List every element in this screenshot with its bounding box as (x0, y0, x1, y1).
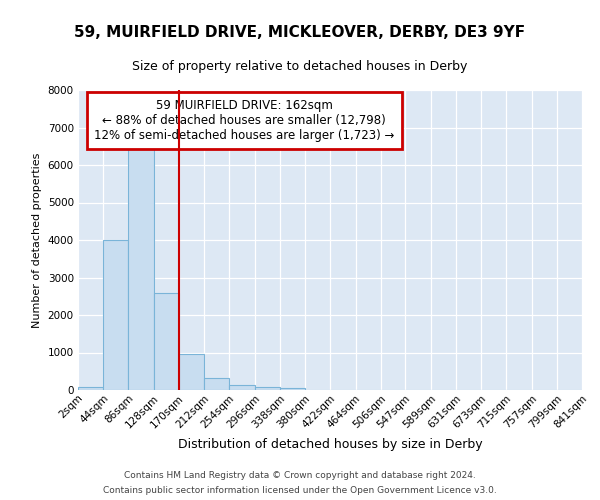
Bar (154, 292, 179, 390)
X-axis label: Distribution of detached houses by size in Derby: Distribution of detached houses by size … (178, 438, 482, 451)
Text: Contains HM Land Registry data © Crown copyright and database right 2024.: Contains HM Land Registry data © Crown c… (124, 471, 476, 480)
Text: Size of property relative to detached houses in Derby: Size of property relative to detached ho… (133, 60, 467, 73)
Bar (78, 387, 103, 390)
Y-axis label: Number of detached properties: Number of detached properties (32, 152, 42, 328)
Bar (103, 240, 128, 390)
Bar (179, 354, 204, 390)
Bar (128, 142, 154, 390)
Bar (254, 387, 280, 390)
Bar (229, 385, 254, 390)
Bar (280, 388, 305, 390)
Text: Contains public sector information licensed under the Open Government Licence v3: Contains public sector information licen… (103, 486, 497, 495)
Text: 59 MUIRFIELD DRIVE: 162sqm
← 88% of detached houses are smaller (12,798)
12% of : 59 MUIRFIELD DRIVE: 162sqm ← 88% of deta… (94, 99, 395, 142)
Bar (204, 378, 229, 390)
Text: 59, MUIRFIELD DRIVE, MICKLEOVER, DERBY, DE3 9YF: 59, MUIRFIELD DRIVE, MICKLEOVER, DERBY, … (74, 25, 526, 40)
